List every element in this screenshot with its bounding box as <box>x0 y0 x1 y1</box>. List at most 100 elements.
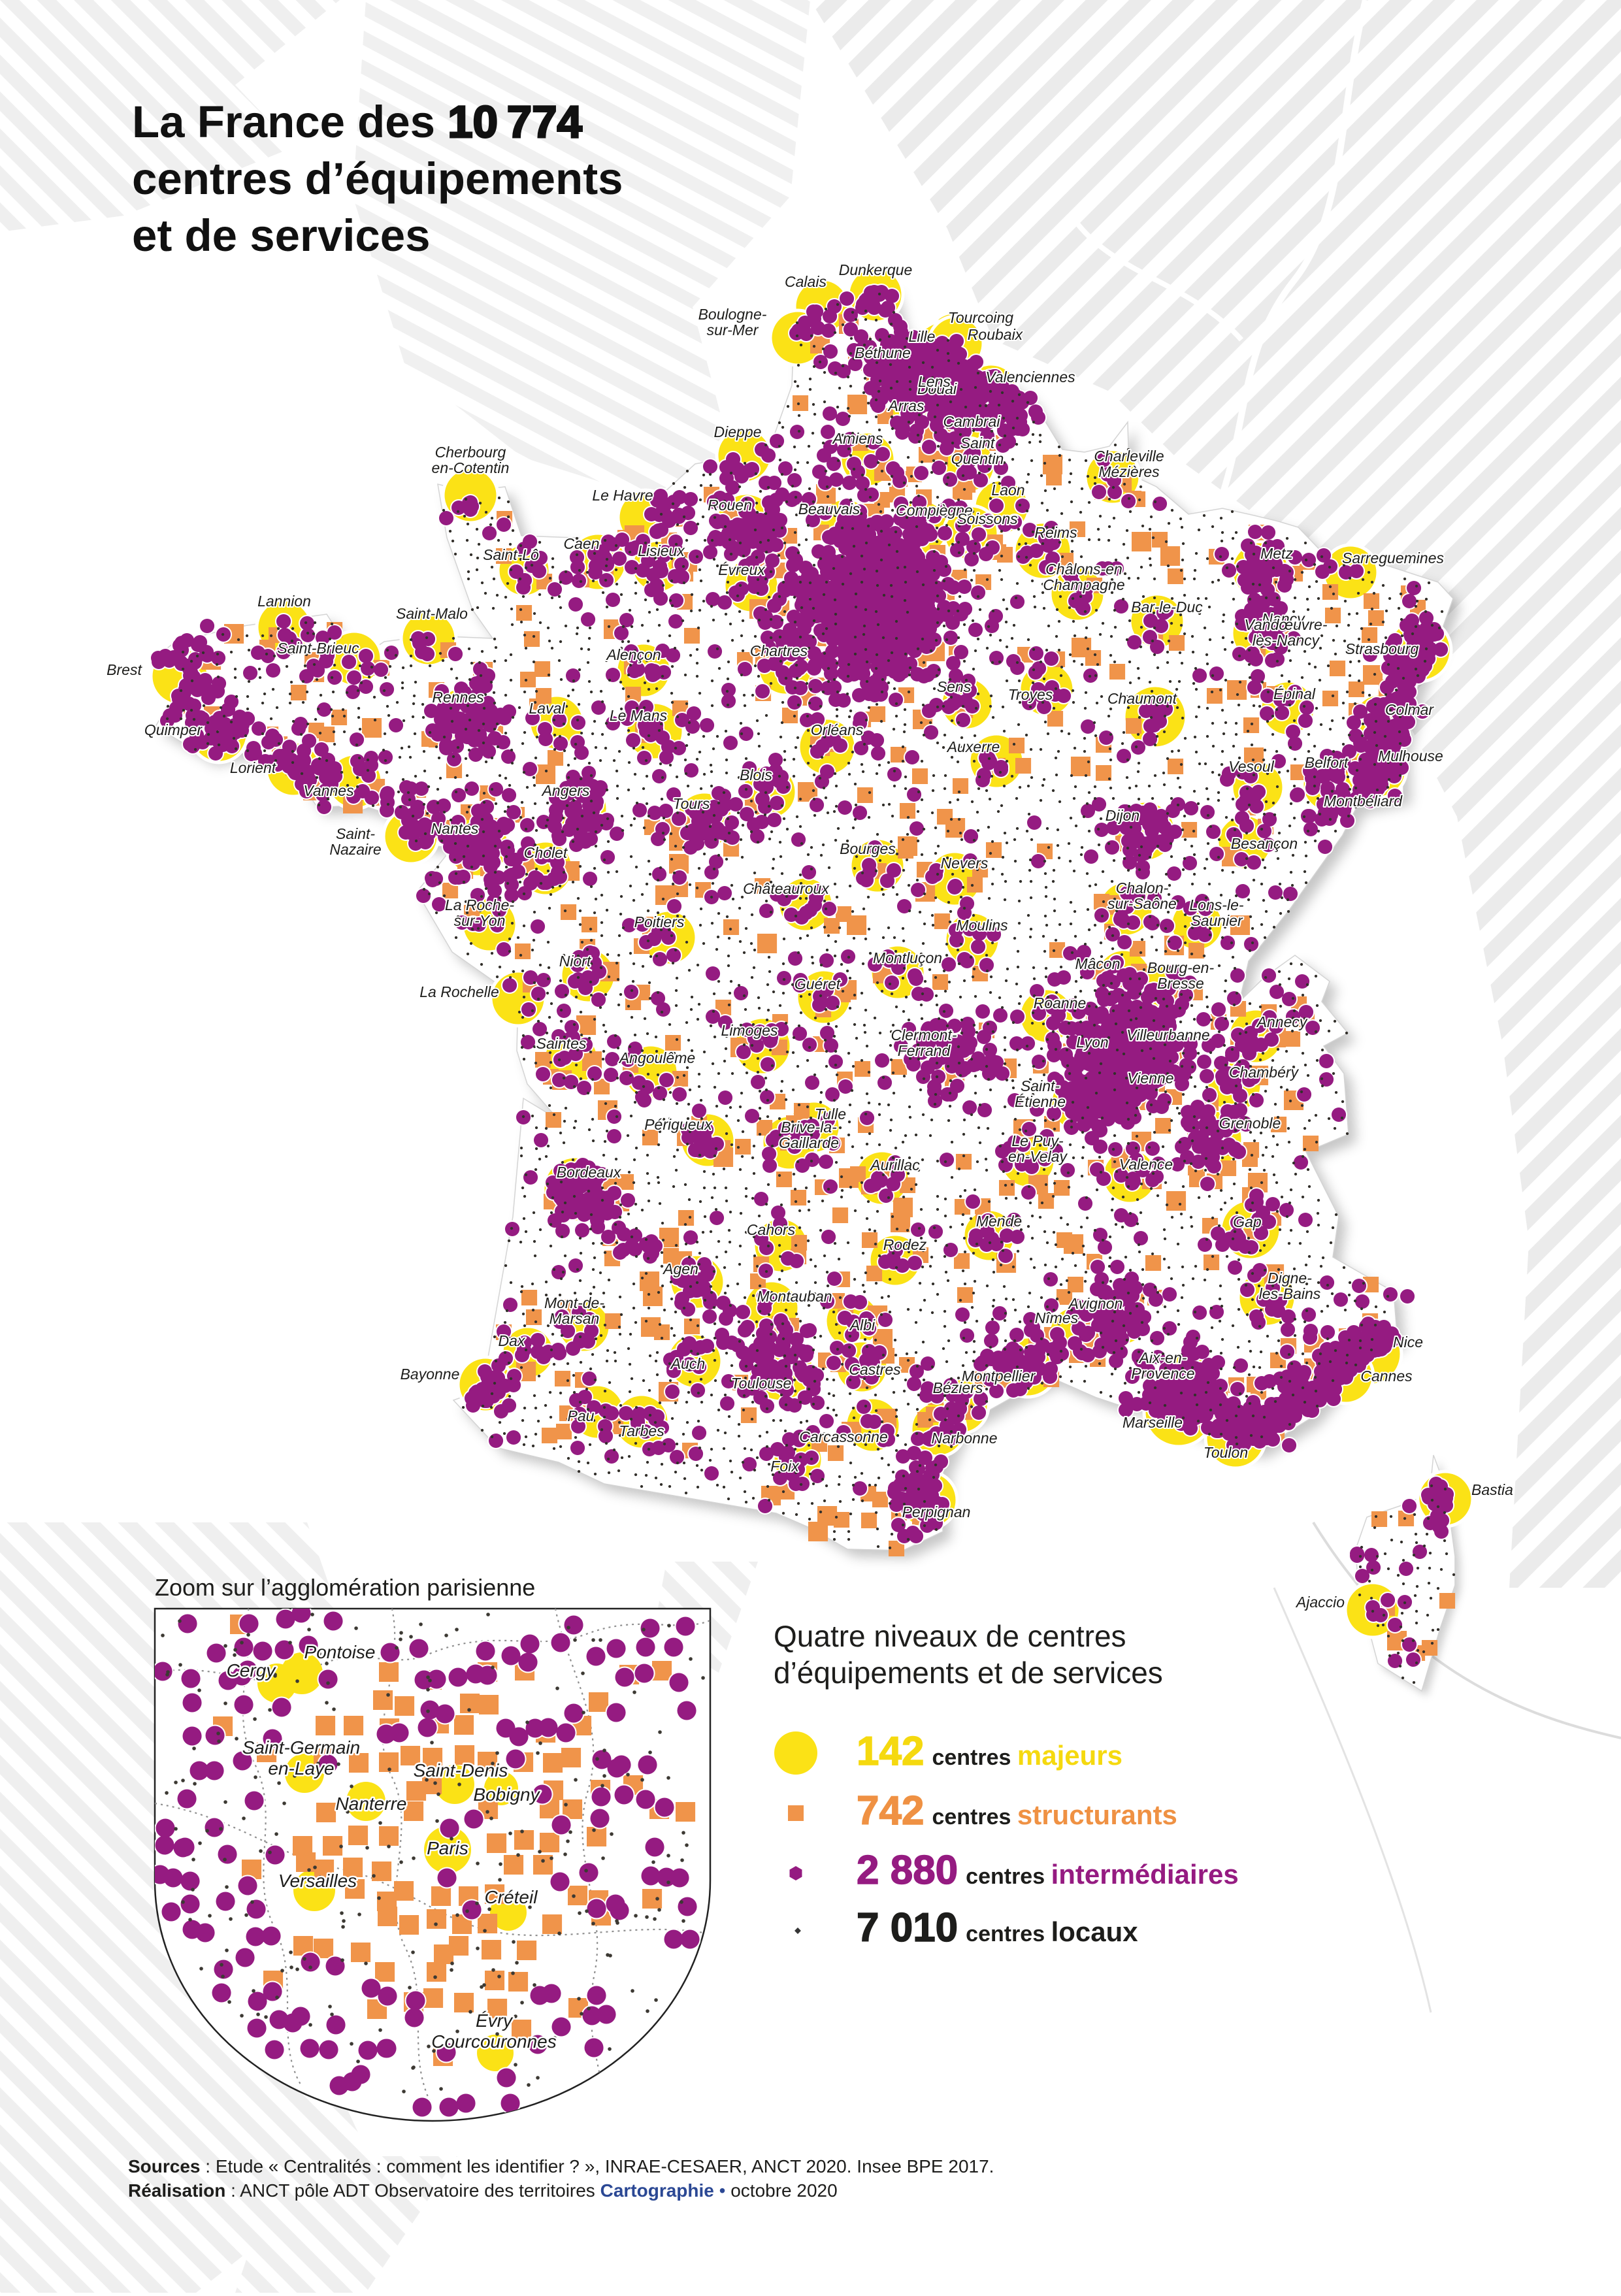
svg-text:Nice: Nice <box>1393 1334 1423 1351</box>
svg-text:Laval: Laval <box>529 700 566 717</box>
svg-text:Montauban: Montauban <box>757 1288 832 1305</box>
svg-text:Boulogne-sur-Mer: Boulogne-sur-Mer <box>698 306 767 338</box>
svg-text:Douai: Douai <box>917 380 957 397</box>
svg-text:Périgueux: Périgueux <box>644 1116 713 1133</box>
svg-text:Mont-de-Marsan: Mont-de-Marsan <box>544 1294 604 1327</box>
svg-text:Ajaccio: Ajaccio <box>1295 1594 1345 1611</box>
svg-text:et de services: et de services <box>132 210 431 261</box>
svg-text:Auxerre: Auxerre <box>946 738 1000 755</box>
svg-text:Réalisation : ANCT pôle ADT Ob: Réalisation : ANCT pôle ADT Observatoire… <box>128 2180 838 2201</box>
svg-text:Toulon: Toulon <box>1203 1444 1248 1461</box>
svg-text:Versailles: Versailles <box>278 1871 357 1891</box>
svg-text:Lons-le-Saunier: Lons-le-Saunier <box>1189 896 1243 929</box>
svg-text:Niort: Niort <box>559 953 592 970</box>
svg-text:Chambéry: Chambéry <box>1229 1064 1300 1081</box>
svg-text:Auch: Auch <box>670 1355 705 1372</box>
svg-text:Béziers: Béziers <box>933 1379 983 1396</box>
svg-text:Besançon: Besançon <box>1231 835 1298 852</box>
svg-text:Strasbourg: Strasbourg <box>1345 640 1419 657</box>
svg-text:Soissons: Soissons <box>957 510 1018 527</box>
svg-text:Cahors: Cahors <box>747 1221 796 1238</box>
svg-text:Brive-la-Gaillarde: Brive-la-Gaillarde <box>779 1119 839 1151</box>
svg-text:Montpellier: Montpellier <box>962 1368 1036 1385</box>
svg-text:Vienne: Vienne <box>1127 1070 1173 1087</box>
svg-text:Chalon-sur-Saône: Chalon-sur-Saône <box>1107 879 1177 912</box>
svg-text:Lorient: Lorient <box>230 759 277 776</box>
svg-text:Vandœuvre-lès-Nancy: Vandœuvre-lès-Nancy <box>1245 616 1328 649</box>
svg-text:Calais: Calais <box>785 273 827 290</box>
svg-text:Grenoble: Grenoble <box>1219 1115 1281 1132</box>
svg-text:Tours: Tours <box>673 795 710 812</box>
svg-text:Valence: Valence <box>1119 1156 1173 1173</box>
svg-text:Cannes: Cannes <box>1360 1368 1413 1385</box>
svg-text:Rouen: Rouen <box>708 497 752 514</box>
svg-text:Lisieux: Lisieux <box>638 542 685 559</box>
svg-text:Chartres: Chartres <box>750 642 808 659</box>
svg-text:Nevers: Nevers <box>941 855 989 872</box>
svg-text:Compiègne: Compiègne <box>896 502 973 519</box>
svg-text:Tourcoing: Tourcoing <box>948 309 1013 326</box>
svg-text:Valenciennes: Valenciennes <box>985 369 1075 385</box>
svg-text:Limoges: Limoges <box>721 1022 778 1039</box>
svg-text:Bobigny: Bobigny <box>473 1784 540 1805</box>
svg-text:Mâcon: Mâcon <box>1075 955 1120 972</box>
svg-text:Albi: Albi <box>849 1317 876 1334</box>
svg-text:Cergy: Cergy <box>227 1660 277 1681</box>
svg-text:Belfort: Belfort <box>1305 754 1349 771</box>
svg-text:Chaumont: Chaumont <box>1107 690 1178 707</box>
svg-text:Roubaix: Roubaix <box>968 326 1024 343</box>
svg-text:Beauvais: Beauvais <box>798 500 860 517</box>
svg-text:Montluçon: Montluçon <box>873 949 942 966</box>
svg-text:Narbonne: Narbonne <box>931 1430 997 1447</box>
svg-text:Le Mans: Le Mans <box>610 707 668 724</box>
svg-text:Le Havre: Le Havre <box>592 487 653 504</box>
svg-text:La France des 10 774: La France des 10 774 <box>132 97 582 147</box>
svg-text:Moulins: Moulins <box>956 917 1008 934</box>
svg-text:Saint-Brieuc: Saint-Brieuc <box>277 640 359 657</box>
svg-text:Montbéliard: Montbéliard <box>1324 793 1403 810</box>
svg-text:Pau: Pau <box>568 1407 595 1424</box>
svg-text:Troyes: Troyes <box>1008 686 1053 703</box>
svg-text:Arras: Arras <box>887 397 925 414</box>
svg-text:Bayonne: Bayonne <box>401 1366 460 1383</box>
svg-text:La Roche-sur-Yon: La Roche-sur-Yon <box>445 896 514 929</box>
svg-text:Blois: Blois <box>740 766 772 783</box>
svg-text:Roanne: Roanne <box>1034 994 1087 1011</box>
svg-text:Lille: Lille <box>909 328 936 345</box>
svg-text:Épinal: Épinal <box>1273 685 1316 702</box>
svg-text:Aurillac: Aurillac <box>869 1156 920 1173</box>
svg-text:Angers: Angers <box>541 782 590 799</box>
svg-text:Béthune: Béthune <box>855 344 911 361</box>
svg-text:Foix: Foix <box>770 1458 800 1475</box>
svg-text:Dijon: Dijon <box>1105 807 1139 824</box>
svg-text:Digne-les-Bains: Digne-les-Bains <box>1259 1270 1321 1302</box>
svg-text:Zoom sur l’agglomération paris: Zoom sur l’agglomération parisienne <box>155 1574 535 1601</box>
svg-text:Bastia: Bastia <box>1471 1481 1513 1498</box>
svg-text:Lens: Lens <box>918 373 951 390</box>
svg-text:Gap: Gap <box>1233 1213 1262 1230</box>
svg-text:Lannion: Lannion <box>257 593 311 610</box>
svg-text:Rennes: Rennes <box>432 689 484 706</box>
svg-text:Saint-Étienne: Saint-Étienne <box>1015 1077 1066 1110</box>
svg-text:Évreux: Évreux <box>718 561 766 578</box>
svg-text:Nanterre: Nanterre <box>336 1794 407 1814</box>
svg-text:Caen: Caen <box>564 535 600 552</box>
svg-text:Marseille: Marseille <box>1122 1414 1183 1431</box>
svg-text:d’équipements et de services: d’équipements et de services <box>774 1656 1163 1690</box>
svg-text:Avignon: Avignon <box>1068 1295 1123 1312</box>
svg-text:Créteil: Créteil <box>485 1887 538 1907</box>
svg-text:Poitiers: Poitiers <box>634 913 685 930</box>
svg-text:Quimper: Quimper <box>144 721 203 738</box>
svg-text:Cambrai: Cambrai <box>943 413 1001 430</box>
svg-text:Nancy: Nancy <box>1262 610 1305 627</box>
svg-text:Colmar: Colmar <box>1385 701 1434 718</box>
svg-text:Lyon: Lyon <box>1076 1034 1108 1051</box>
svg-text:Aix-en-Provence: Aix-en-Provence <box>1131 1349 1194 1382</box>
svg-text:Bar-le-Duc: Bar-le-Duc <box>1131 599 1203 615</box>
